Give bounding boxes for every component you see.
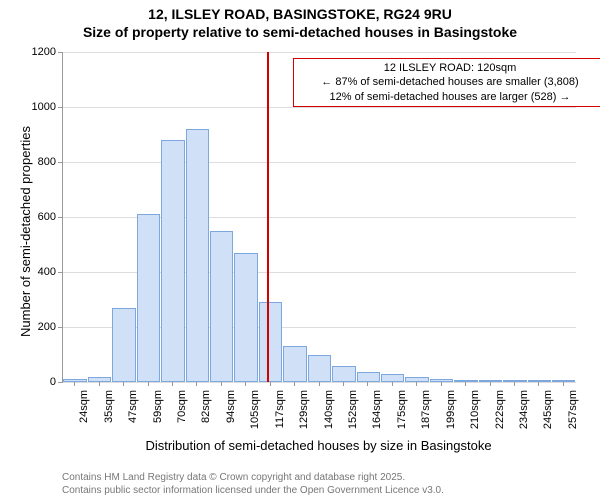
- x-tick-label: 105sqm: [249, 390, 261, 429]
- x-tick-label: 210sqm: [469, 390, 481, 429]
- x-tick-label: 35sqm: [103, 390, 115, 423]
- x-tick-label: 175sqm: [396, 390, 408, 429]
- credits-line-2: Contains public sector information licen…: [62, 485, 444, 498]
- histogram-bar: [381, 374, 404, 382]
- annotation-box: 12 ILSLEY ROAD: 120sqm← 87% of semi-deta…: [293, 58, 600, 107]
- annotation-line: ← 87% of semi-detached houses are smalle…: [300, 75, 600, 89]
- annotation-line: 12 ILSLEY ROAD: 120sqm: [300, 61, 600, 75]
- title-line-2: Size of property relative to semi-detach…: [0, 24, 600, 42]
- histogram-bar: [528, 380, 551, 382]
- y-tick-label: 1200: [0, 46, 56, 58]
- histogram-bar: [186, 129, 209, 382]
- histogram-bar: [308, 355, 331, 383]
- x-tick-label: 117sqm: [274, 390, 286, 428]
- y-tick-label: 400: [0, 266, 56, 278]
- histogram-bar: [63, 379, 86, 382]
- histogram-bar: [161, 140, 184, 382]
- x-tick-label: 140sqm: [323, 390, 335, 429]
- title-line-1: 12, ILSLEY ROAD, BASINGSTOKE, RG24 9RU: [0, 6, 600, 24]
- histogram-bar: [234, 253, 257, 382]
- y-tick-label: 600: [0, 211, 56, 223]
- y-tick-label: 800: [0, 156, 56, 168]
- x-tick-label: 82sqm: [200, 390, 212, 423]
- x-axis-title: Distribution of semi-detached houses by …: [62, 438, 575, 453]
- x-tick-label: 257sqm: [567, 390, 579, 429]
- x-tick-label: 245sqm: [542, 390, 554, 429]
- chart-plot-area: 12 ILSLEY ROAD: 120sqm← 87% of semi-deta…: [62, 52, 576, 383]
- marker-line: [267, 52, 269, 382]
- y-tick-label: 1000: [0, 101, 56, 113]
- histogram-bar: [357, 372, 380, 382]
- credits-text: Contains HM Land Registry data © Crown c…: [62, 472, 444, 497]
- histogram-bar: [283, 346, 306, 382]
- annotation-line: 12% of semi-detached houses are larger (…: [300, 90, 600, 104]
- credits-line-1: Contains HM Land Registry data © Crown c…: [62, 472, 444, 485]
- x-tick-label: 47sqm: [127, 390, 139, 423]
- x-tick-label: 24sqm: [78, 390, 90, 423]
- histogram-bar: [137, 214, 160, 382]
- histogram-bar: [405, 377, 428, 383]
- x-tick-label: 222sqm: [494, 390, 506, 429]
- histogram-bar: [259, 302, 282, 382]
- x-tick-label: 59sqm: [152, 390, 164, 423]
- x-tick-label: 129sqm: [298, 390, 310, 429]
- x-tick-label: 187sqm: [420, 390, 432, 429]
- histogram-bar: [332, 366, 355, 383]
- histogram-bar: [210, 231, 233, 382]
- page-title: 12, ILSLEY ROAD, BASINGSTOKE, RG24 9RU S…: [0, 0, 600, 41]
- x-tick-label: 152sqm: [347, 390, 359, 429]
- histogram-bar: [454, 380, 477, 382]
- histogram-bar: [112, 308, 135, 382]
- x-tick-label: 199sqm: [445, 390, 457, 429]
- x-tick-label: 234sqm: [518, 390, 530, 429]
- x-tick-label: 94sqm: [225, 390, 237, 423]
- y-tick-label: 200: [0, 321, 56, 333]
- y-tick-label: 0: [0, 376, 56, 388]
- x-tick-label: 164sqm: [371, 390, 383, 429]
- x-tick-label: 70sqm: [176, 390, 188, 423]
